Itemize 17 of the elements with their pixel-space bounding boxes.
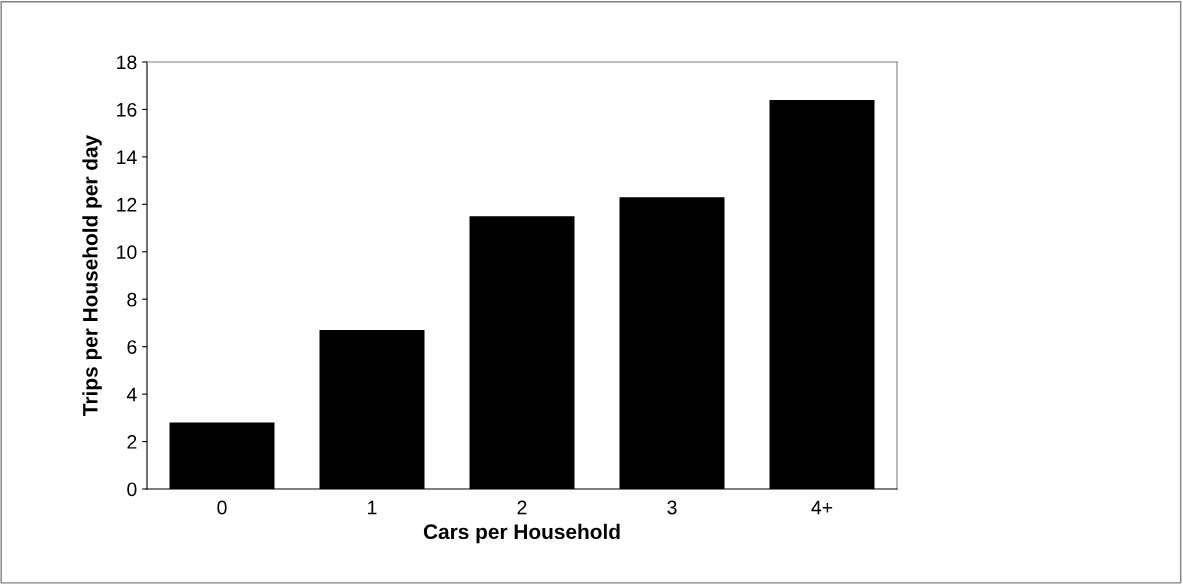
y-axis-title: Trips per Household per day xyxy=(82,134,102,416)
y-tick-label: 12 xyxy=(117,197,137,212)
y-tick-label: 14 xyxy=(117,150,137,164)
x-tick-label: 3 xyxy=(667,500,677,515)
y-tick-label: 8 xyxy=(127,292,137,307)
y-tick-label: 2 xyxy=(127,435,137,449)
y-tick-label: 0 xyxy=(127,482,137,497)
x-tick-label: 1 xyxy=(368,500,377,515)
y-tick-label: 16 xyxy=(117,102,137,117)
x-axis-title: Cars per Household xyxy=(423,523,620,544)
y-tick-label: 4 xyxy=(126,387,137,402)
y-tick-label: 6 xyxy=(127,340,137,354)
y-tick-label: 10 xyxy=(117,245,137,260)
y-tick-label: 18 xyxy=(117,55,137,70)
x-tick-label: 2 xyxy=(517,500,527,515)
x-tick-label: 0 xyxy=(217,500,227,515)
x-tick-label: 4+ xyxy=(811,500,833,515)
